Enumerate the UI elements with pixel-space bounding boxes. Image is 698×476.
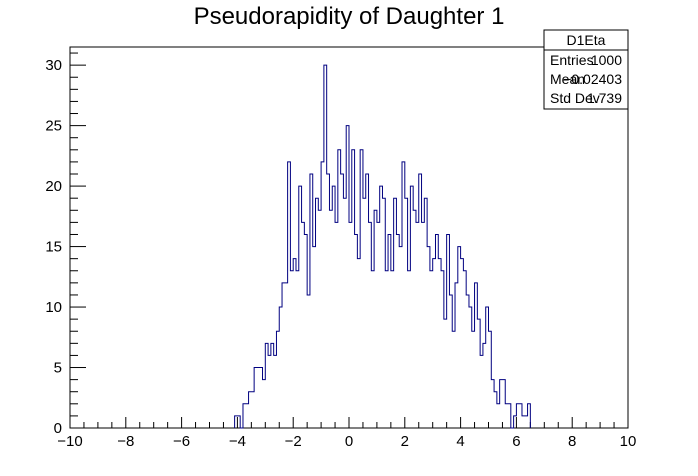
stats-box-frame xyxy=(543,29,629,110)
x-tick-label: 6 xyxy=(512,433,520,450)
chart-title: Pseudorapidity of Daughter 1 xyxy=(194,3,505,30)
x-tick-label: −4 xyxy=(229,433,246,450)
y-tick-label: 15 xyxy=(45,239,62,256)
stats-entries-value: 1000 xyxy=(591,52,622,68)
x-tick-label: −2 xyxy=(285,433,302,450)
stats-box-name: D1Eta xyxy=(567,32,606,48)
histogram-series-line xyxy=(234,64,531,429)
stats-mean-value: −0.02403 xyxy=(563,71,622,87)
y-tick-label: 0 xyxy=(54,420,62,437)
y-tick-label: 20 xyxy=(45,178,62,195)
y-tick-label: 10 xyxy=(45,299,62,316)
stats-stddev-value: 1.739 xyxy=(587,90,622,106)
x-tick-label: −10 xyxy=(57,433,82,450)
x-tick-label: 0 xyxy=(345,433,353,450)
y-tick-label: 30 xyxy=(45,57,62,74)
stats-box: D1Eta Entries 1000 Mean −0.02403 Std Dev… xyxy=(543,29,629,110)
y-tick-label: 5 xyxy=(54,360,62,377)
stats-stddev-label: Std Dev xyxy=(550,90,600,106)
x-tick-label: 4 xyxy=(456,433,464,450)
y-tick-label: 25 xyxy=(45,118,62,135)
x-tick-label: −8 xyxy=(117,433,134,450)
x-tick-label: 10 xyxy=(620,433,637,450)
stats-entries-label: Entries xyxy=(550,52,594,68)
y-major-ticks xyxy=(70,64,86,429)
y-minor-ticks xyxy=(70,52,78,417)
x-tick-label: −6 xyxy=(173,433,190,450)
stats-mean-label: Mean xyxy=(550,71,585,87)
x-tick-labels: −10 −8 −6 −4 −2 0 2 4 6 8 10 xyxy=(57,433,636,450)
x-major-ticks xyxy=(69,417,629,428)
x-minor-ticks xyxy=(83,422,615,428)
y-tick-labels: 0 5 10 15 20 25 30 xyxy=(45,57,62,437)
x-tick-label: 2 xyxy=(401,433,409,450)
x-tick-label: 8 xyxy=(568,433,576,450)
